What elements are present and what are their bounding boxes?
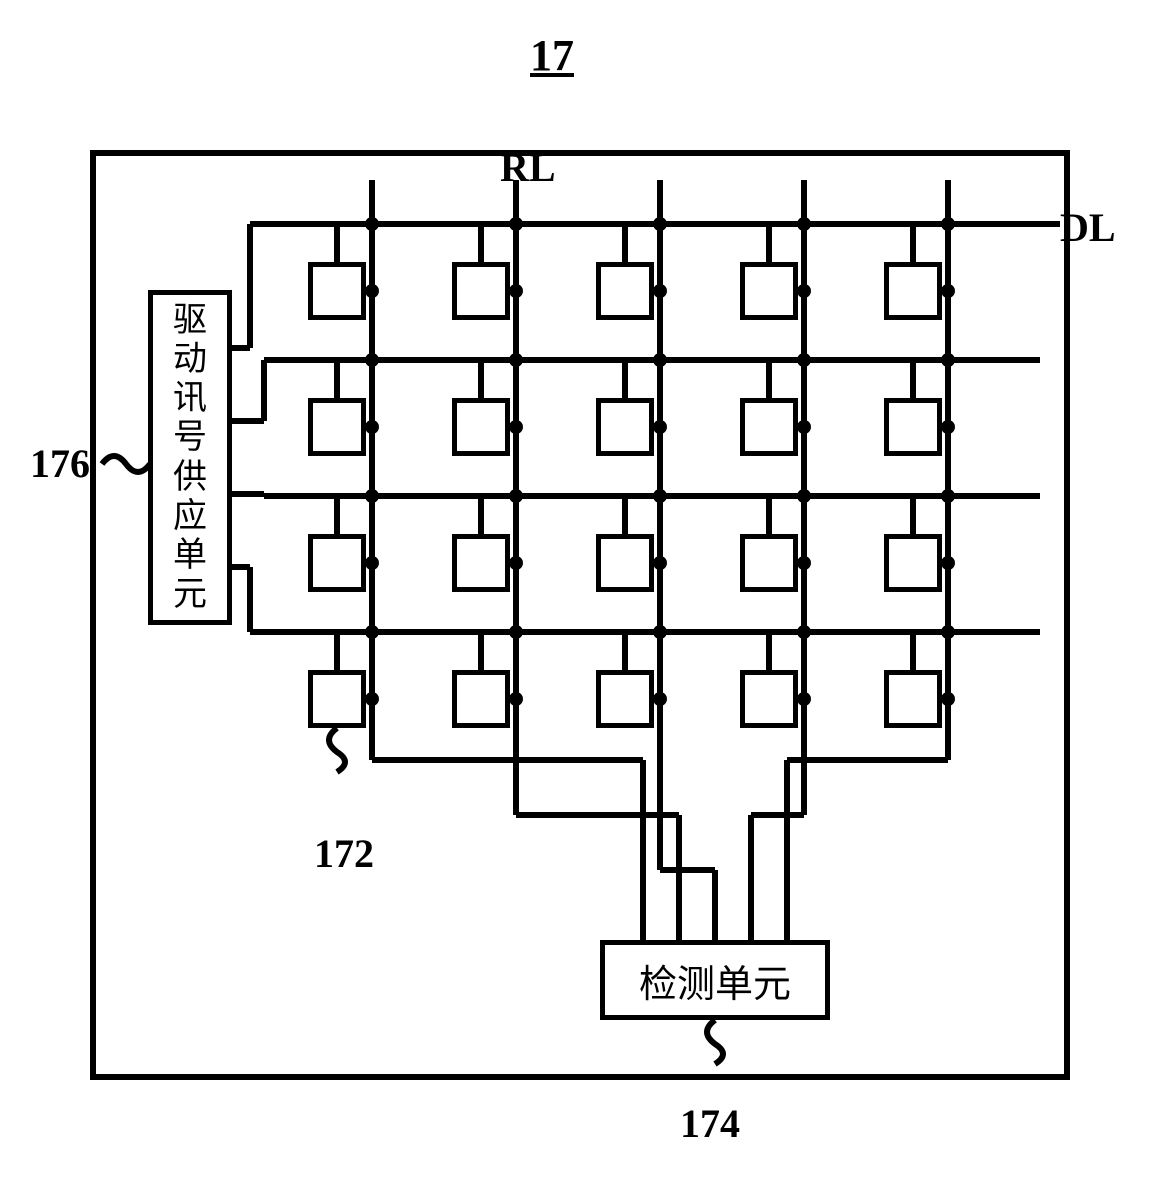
sensing-cell <box>884 398 942 456</box>
sensing-cell <box>452 398 510 456</box>
ref-174: 174 <box>680 1100 740 1147</box>
sensing-cell <box>740 398 798 456</box>
sensing-cell <box>596 534 654 592</box>
label-RL: RL <box>500 144 556 191</box>
driver-unit-char: 供 <box>173 458 207 497</box>
driver-unit-char: 讯 <box>173 379 207 418</box>
sensing-cell <box>740 534 798 592</box>
sensing-cell <box>452 262 510 320</box>
sensing-cell <box>308 670 366 728</box>
figure-number: 17 <box>530 30 574 81</box>
sensing-cell <box>740 670 798 728</box>
driver-unit-char: 单 <box>173 536 207 575</box>
sensing-cell <box>884 262 942 320</box>
ref-172: 172 <box>314 830 374 877</box>
diagram-stage: 17 驱动讯号供应单元检测单元 RL DL 176 172 174 <box>0 0 1174 1192</box>
detection-unit-label: 检测单元 <box>639 953 791 1008</box>
driver-unit-char: 驱 <box>173 301 207 340</box>
driver-unit-char: 动 <box>173 340 207 379</box>
detection-unit: 检测单元 <box>600 940 830 1020</box>
sensing-cell <box>740 262 798 320</box>
sensing-cell <box>596 262 654 320</box>
sensing-cell <box>884 534 942 592</box>
sensing-cell <box>596 670 654 728</box>
sensing-cell <box>596 398 654 456</box>
sensing-cell <box>452 670 510 728</box>
sensing-cell <box>308 262 366 320</box>
sensing-cell <box>308 398 366 456</box>
label-DL: DL <box>1060 204 1116 251</box>
sensing-cell <box>884 670 942 728</box>
driver-unit-char: 元 <box>173 575 207 614</box>
sensing-cell <box>452 534 510 592</box>
ref-176: 176 <box>30 440 90 487</box>
driver-unit-char: 应 <box>173 497 207 536</box>
driver-unit-char: 号 <box>173 418 207 457</box>
sensing-cell <box>308 534 366 592</box>
